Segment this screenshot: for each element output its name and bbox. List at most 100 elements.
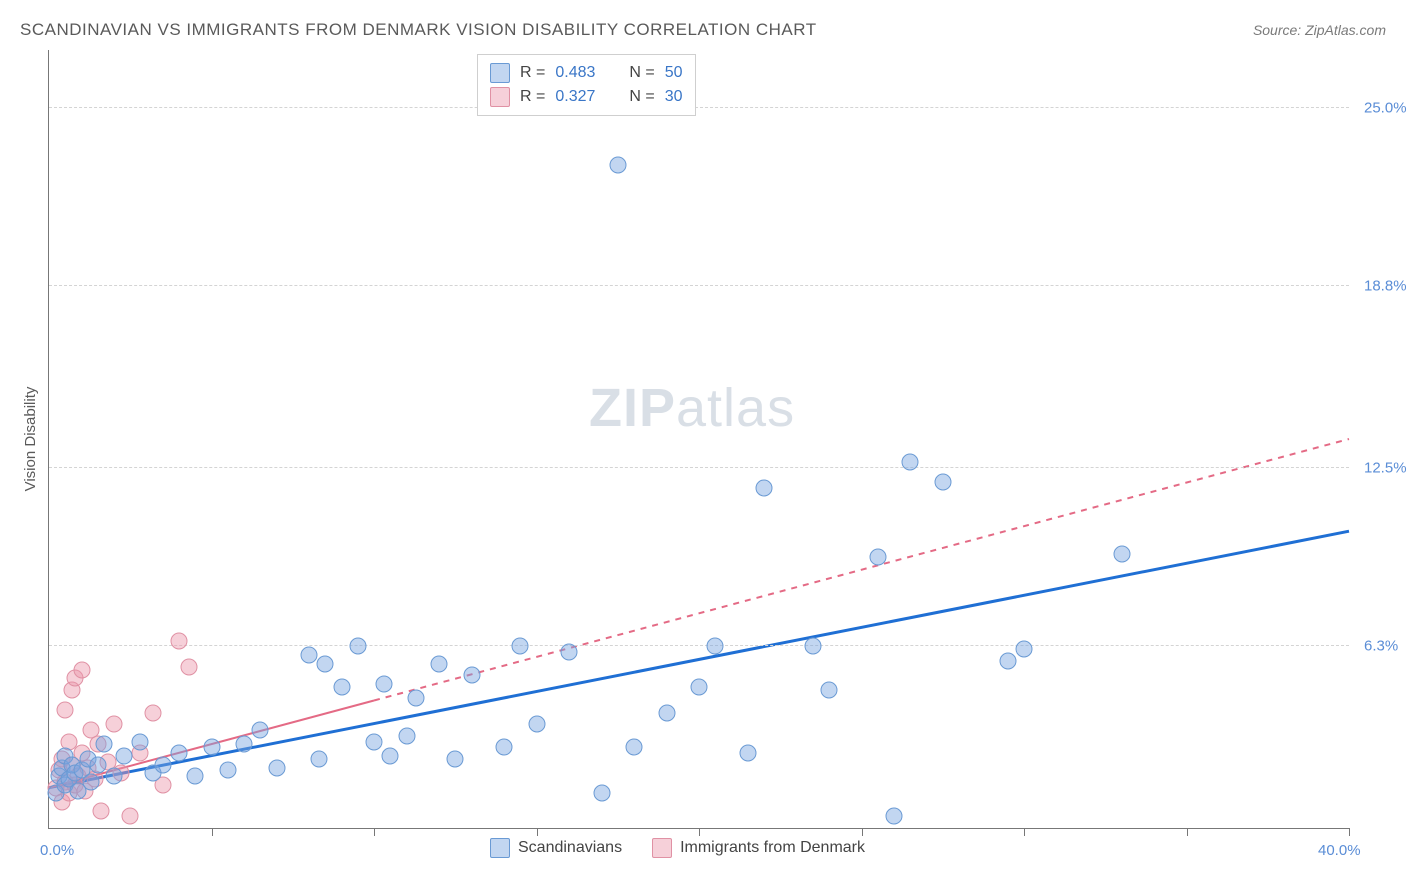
scatter-point (707, 638, 724, 655)
scatter-point (934, 474, 951, 491)
scatter-point (96, 736, 113, 753)
chart-source: Source: ZipAtlas.com (1253, 22, 1386, 38)
scatter-point (145, 704, 162, 721)
scatter-point (658, 704, 675, 721)
scatter-point (83, 773, 100, 790)
scatter-point (626, 739, 643, 756)
scatter-point (219, 762, 236, 779)
legend-label: Scandinavians (518, 839, 622, 857)
x-tick (1349, 828, 1350, 836)
stats-legend-row: R = 0.483 N = 50 (490, 61, 683, 85)
x-tick-label: 40.0% (1318, 842, 1361, 859)
stat-label: N = (629, 88, 654, 106)
y-tick-label: 25.0% (1364, 99, 1406, 116)
scatter-point (1113, 546, 1130, 563)
x-tick (537, 828, 538, 836)
scatter-point (408, 690, 425, 707)
scatter-point (89, 756, 106, 773)
series-legend: Scandinavians Immigrants from Denmark (490, 838, 865, 858)
scatter-point (268, 759, 285, 776)
x-tick (862, 828, 863, 836)
legend-swatch (652, 838, 672, 858)
scatter-point (609, 157, 626, 174)
scatter-point (349, 638, 366, 655)
scatter-point (301, 647, 318, 664)
scatter-point (171, 632, 188, 649)
scatter-point (180, 658, 197, 675)
scatter-point (512, 638, 529, 655)
scatter-point (106, 716, 123, 733)
x-tick (1187, 828, 1188, 836)
scatter-point (382, 747, 399, 764)
stat-label: N = (629, 64, 654, 82)
legend-item: Immigrants from Denmark (652, 838, 865, 858)
scatter-point (821, 681, 838, 698)
scatter-point (366, 733, 383, 750)
y-tick-label: 18.8% (1364, 278, 1406, 295)
scatter-point (154, 756, 171, 773)
scatter-point (310, 750, 327, 767)
y-axis-title: Vision Disability (22, 387, 39, 492)
legend-swatch (490, 838, 510, 858)
legend-label: Immigrants from Denmark (680, 839, 865, 857)
x-tick (212, 828, 213, 836)
scatter-point (528, 716, 545, 733)
grid-line (49, 467, 1349, 468)
scatter-point (561, 644, 578, 661)
scatter-point (333, 678, 350, 695)
grid-line (49, 285, 1349, 286)
stat-value: 0.327 (555, 88, 595, 106)
legend-swatch (490, 87, 510, 107)
stat-value: 0.483 (555, 64, 595, 82)
trendlines-layer (49, 50, 1349, 828)
x-tick (374, 828, 375, 836)
scatter-point (999, 652, 1016, 669)
scatter-point (106, 768, 123, 785)
plot-area: ZIPatlas 6.3%12.5%18.8%25.0% (48, 50, 1349, 829)
y-tick-label: 6.3% (1364, 638, 1398, 655)
x-tick (1024, 828, 1025, 836)
y-tick-label: 12.5% (1364, 459, 1406, 476)
scatter-point (739, 745, 756, 762)
scatter-point (756, 480, 773, 497)
scatter-point (132, 733, 149, 750)
scatter-point (57, 701, 74, 718)
scatter-point (115, 747, 132, 764)
scatter-point (593, 785, 610, 802)
scatter-point (1016, 641, 1033, 658)
scatter-point (93, 802, 110, 819)
scatter-point (236, 736, 253, 753)
scatter-point (496, 739, 513, 756)
scatter-point (804, 638, 821, 655)
scatter-point (252, 722, 269, 739)
scatter-point (73, 661, 90, 678)
scatter-point (317, 655, 334, 672)
grid-line (49, 645, 1349, 646)
grid-line (49, 107, 1349, 108)
scatter-point (122, 808, 139, 825)
scatter-point (902, 454, 919, 471)
stat-label: R = (520, 88, 545, 106)
stats-legend: R = 0.483 N = 50 R = 0.327 N = 30 (477, 54, 696, 116)
x-tick (699, 828, 700, 836)
scatter-point (463, 667, 480, 684)
x-tick-label: 0.0% (40, 842, 74, 859)
scatter-point (691, 678, 708, 695)
scatter-point (203, 739, 220, 756)
stat-value: 50 (665, 64, 683, 82)
scatter-point (431, 655, 448, 672)
scatter-point (447, 750, 464, 767)
stat-value: 30 (665, 88, 683, 106)
scatter-point (187, 768, 204, 785)
scatter-point (869, 549, 886, 566)
legend-swatch (490, 63, 510, 83)
stat-label: R = (520, 64, 545, 82)
stats-legend-row: R = 0.327 N = 30 (490, 85, 683, 109)
scatter-point (171, 745, 188, 762)
legend-item: Scandinavians (490, 838, 622, 858)
trend-line-dashed (374, 439, 1349, 700)
chart-title: SCANDINAVIAN VS IMMIGRANTS FROM DENMARK … (20, 20, 817, 40)
scatter-point (886, 808, 903, 825)
scatter-point (398, 727, 415, 744)
scatter-point (375, 675, 392, 692)
